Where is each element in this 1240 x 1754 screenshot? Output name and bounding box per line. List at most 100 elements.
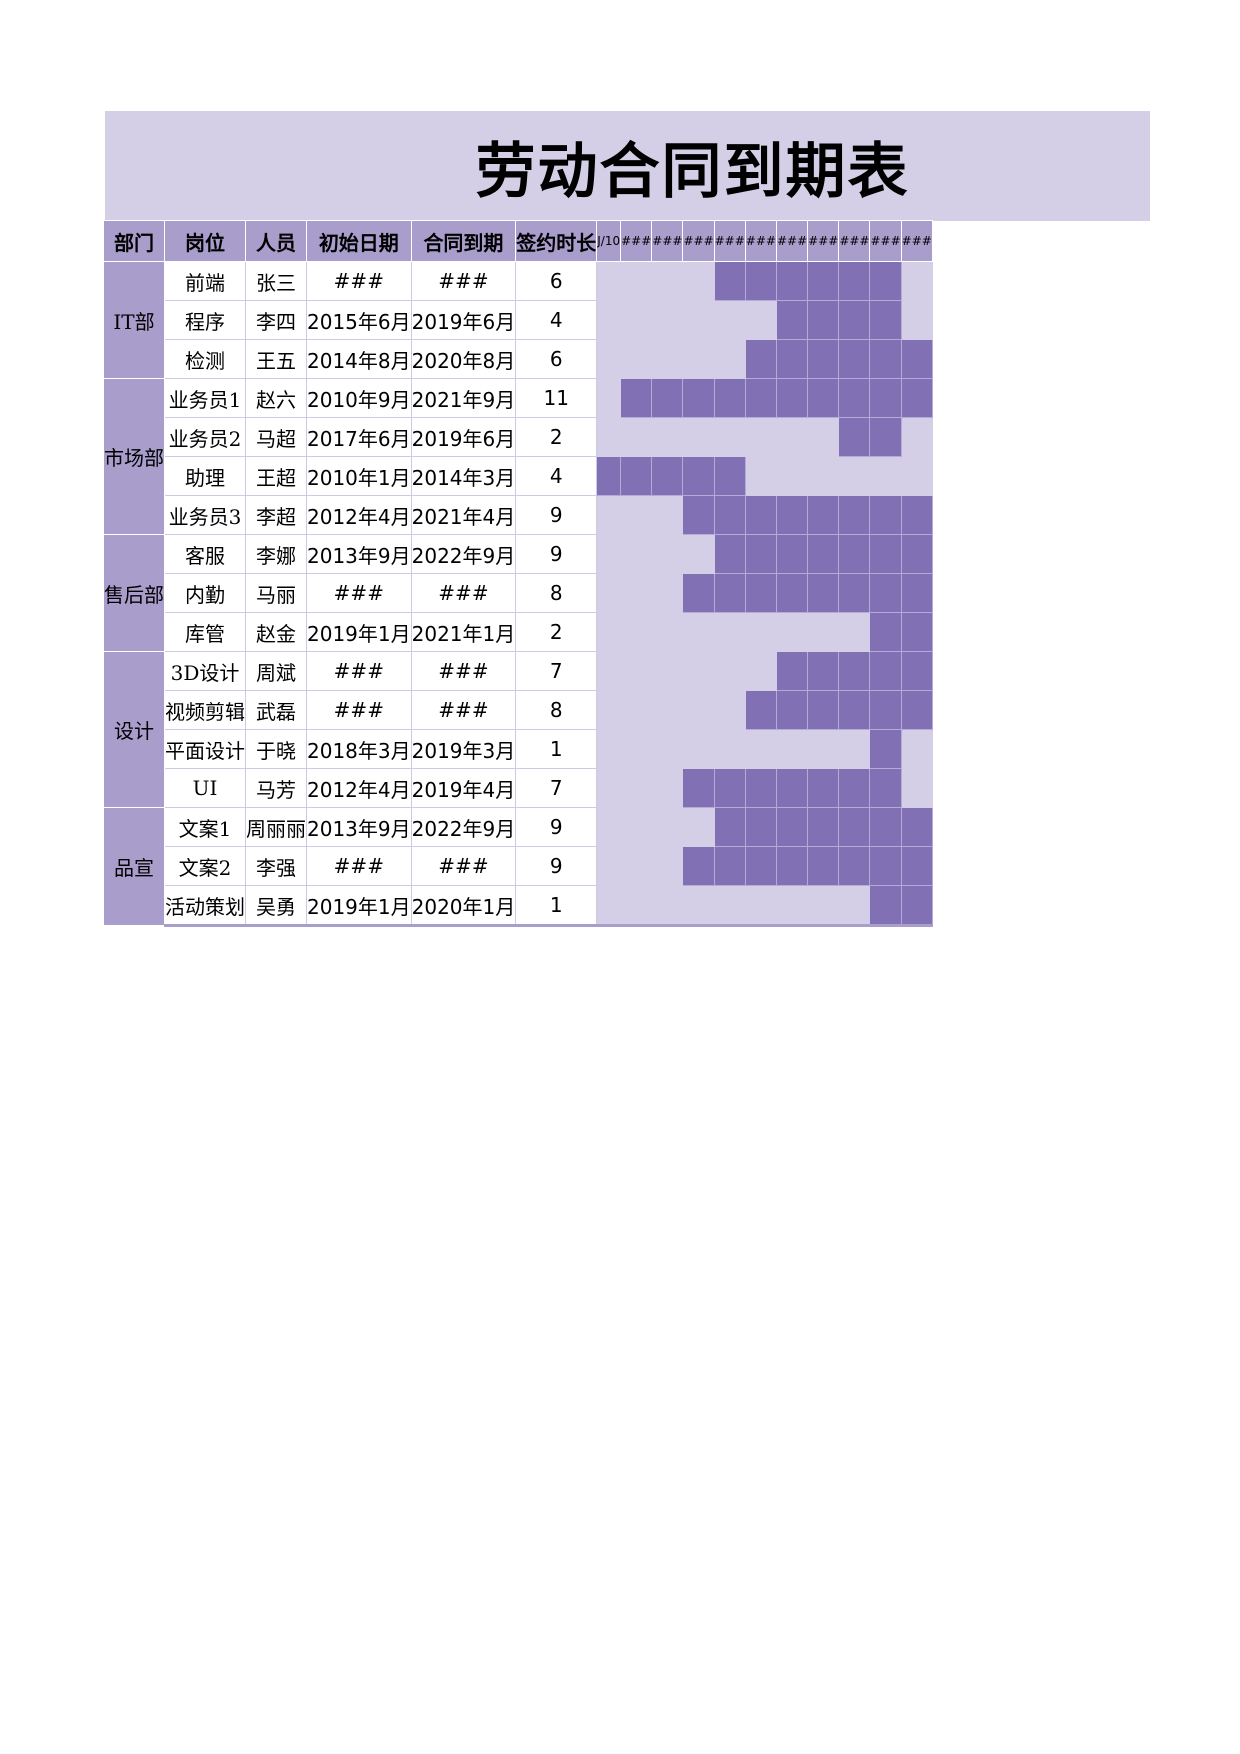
header-month: ### <box>838 220 871 262</box>
timeline-cell <box>900 261 933 301</box>
timeline-cell-active <box>900 378 933 418</box>
timeline-cell-active <box>838 651 871 691</box>
timeline-cell <box>775 612 809 652</box>
timeline-cell-active <box>744 534 777 574</box>
table-row: 视频剪辑 武磊 ### ### 8 <box>104 690 933 730</box>
duration-cell: 9 <box>515 534 598 574</box>
timeline-cell <box>651 846 684 886</box>
position-cell: 内勤 <box>164 573 246 613</box>
timeline-cell-active <box>713 573 746 613</box>
start-date-cell: ### <box>306 651 412 691</box>
timeline-cell-active <box>744 846 777 886</box>
timeline-cell-active <box>838 690 871 730</box>
position-cell: 文案1 <box>164 807 246 847</box>
person-cell: 马超 <box>245 417 307 457</box>
table-row: 库管 赵金 2019年1月 2021年1月 2 <box>104 612 933 652</box>
timeline-cell-active <box>775 339 809 379</box>
timeline-cell <box>682 261 715 301</box>
timeline-cell <box>651 612 684 652</box>
end-date-cell: ### <box>410 846 517 886</box>
timeline-cell-active <box>838 339 871 379</box>
start-date-cell: 2012年4月 <box>306 495 412 535</box>
timeline-cell-active <box>651 378 684 418</box>
duration-cell: 2 <box>515 612 598 652</box>
timeline-cell <box>713 729 746 769</box>
timeline-cell <box>596 846 622 886</box>
timeline-cell <box>596 339 622 379</box>
header-dept: 部门 <box>103 220 165 262</box>
title-band: 劳动合同到期表 <box>105 111 1150 221</box>
timeline-cell <box>596 378 622 418</box>
timeline-cell <box>596 534 622 574</box>
start-date-cell: ### <box>306 573 412 613</box>
timeline-cell <box>900 768 933 808</box>
header-duration: 签约时长 <box>515 220 598 262</box>
person-cell: 王超 <box>245 456 307 496</box>
timeline-cell-active <box>900 339 933 379</box>
table-row: 平面设计 于晓 2018年3月 2019年3月 1 <box>104 729 933 769</box>
table-row: 程序 李四 2015年6月 2019年6月 4 <box>104 300 933 340</box>
table-row: IT部 前端 张三 ### ### 6 <box>103 261 933 379</box>
start-date-cell: 2012年4月 <box>306 768 412 808</box>
end-date-cell: 2022年9月 <box>410 807 517 847</box>
timeline-cell-active <box>775 573 809 613</box>
timeline-cell-active <box>869 807 902 847</box>
table-row: 助理 王超 2010年1月 2014年3月 4 <box>104 456 933 496</box>
timeline-cell <box>744 417 777 457</box>
timeline-cell <box>651 885 684 927</box>
timeline-cell <box>713 300 746 340</box>
timeline-cell <box>596 690 622 730</box>
timeline-cell-active <box>651 456 684 496</box>
timeline-cell-active <box>682 456 715 496</box>
timeline-cell-active <box>900 846 933 886</box>
duration-cell: 9 <box>515 495 598 535</box>
header-month: ### <box>869 220 902 262</box>
timeline-cell <box>620 729 653 769</box>
timeline-cell-active <box>807 378 840 418</box>
duration-cell: 1 <box>515 885 598 927</box>
position-cell: 程序 <box>164 300 246 340</box>
timeline-cell <box>620 573 653 613</box>
duration-cell: 1 <box>515 729 598 769</box>
timeline-cell-active <box>713 768 746 808</box>
timeline-cell <box>900 456 933 496</box>
timeline-cell-active <box>775 495 809 535</box>
timeline-cell <box>620 261 653 301</box>
timeline-cell-active <box>838 846 871 886</box>
timeline-cell-active <box>744 807 777 847</box>
timeline-cell-active <box>807 495 840 535</box>
timeline-cell-active <box>869 885 902 927</box>
header-month: ### <box>744 220 777 262</box>
timeline-cell <box>744 300 777 340</box>
timeline-cell-active <box>807 846 840 886</box>
start-date-cell: ### <box>306 690 412 730</box>
timeline-cell <box>596 612 622 652</box>
department-cell: 设计 <box>103 651 165 808</box>
timeline-cell-active <box>807 768 840 808</box>
timeline-cell-active <box>807 690 840 730</box>
timeline-cell <box>682 417 715 457</box>
timeline-cell <box>651 573 684 613</box>
timeline-cell <box>775 729 809 769</box>
department-cell: 售后部 <box>103 534 165 652</box>
timeline-cell-active <box>869 846 902 886</box>
timeline-cell-active <box>775 651 809 691</box>
timeline-cell-active <box>838 534 871 574</box>
timeline-cell <box>620 690 653 730</box>
header-end-date: 合同到期 <box>410 220 517 262</box>
timeline-cell <box>807 456 840 496</box>
person-cell: 周丽丽 <box>245 807 307 847</box>
timeline-cell <box>838 885 871 927</box>
person-cell: 吴勇 <box>245 885 307 927</box>
header-month: ### <box>775 220 809 262</box>
header-start-date: 初始日期 <box>306 220 412 262</box>
timeline-cell-active <box>900 807 933 847</box>
timeline-cell <box>682 690 715 730</box>
timeline-cell-active <box>807 534 840 574</box>
timeline-cell <box>596 768 622 808</box>
end-date-cell: 2020年1月 <box>410 885 517 927</box>
timeline-cell-active <box>713 261 746 301</box>
position-cell: 业务员2 <box>164 417 246 457</box>
end-date-cell: ### <box>410 261 517 301</box>
start-date-cell: 2010年9月 <box>306 378 412 418</box>
